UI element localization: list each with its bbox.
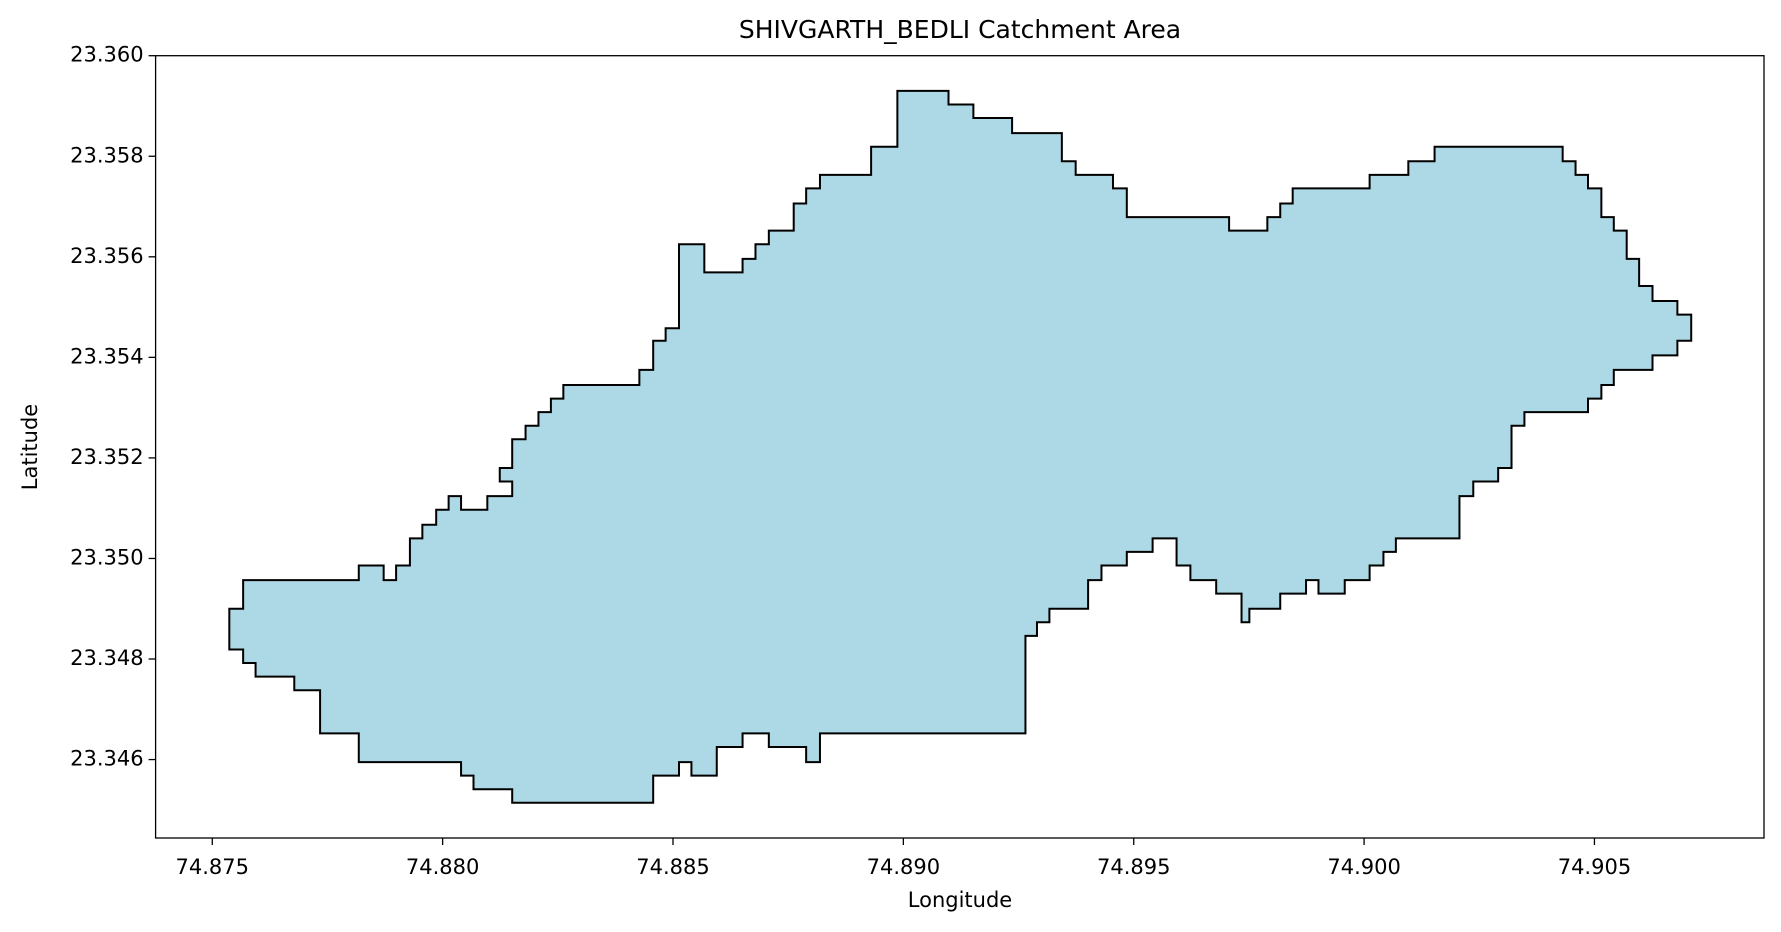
y-axis-label: Latitude [18, 404, 42, 490]
x-tick-label: 74.905 [1558, 855, 1631, 879]
y-tick-label: 23.360 [70, 43, 143, 67]
y-tick-label: 23.352 [70, 445, 143, 469]
x-tick-label: 74.885 [636, 855, 709, 879]
x-tick-label: 74.890 [867, 855, 940, 879]
plot-frame [154, 55, 1765, 839]
y-tick-label: 23.350 [70, 545, 143, 569]
catchment-polygon [228, 89, 1693, 804]
x-tick-label: 74.880 [406, 855, 479, 879]
y-tick-label: 23.358 [70, 143, 143, 167]
chart-title: SHIVGARTH_BEDLI Catchment Area [739, 15, 1181, 44]
x-tick-label: 74.895 [1097, 855, 1170, 879]
x-axis-label: Longitude [908, 888, 1012, 912]
x-tick-label: 74.900 [1327, 855, 1400, 879]
y-tick-label: 23.346 [70, 747, 143, 771]
y-tick-label: 23.354 [70, 344, 143, 368]
y-tick-label: 23.356 [70, 244, 143, 268]
x-tick-label: 74.875 [176, 855, 249, 879]
y-tick-label: 23.348 [70, 646, 143, 670]
